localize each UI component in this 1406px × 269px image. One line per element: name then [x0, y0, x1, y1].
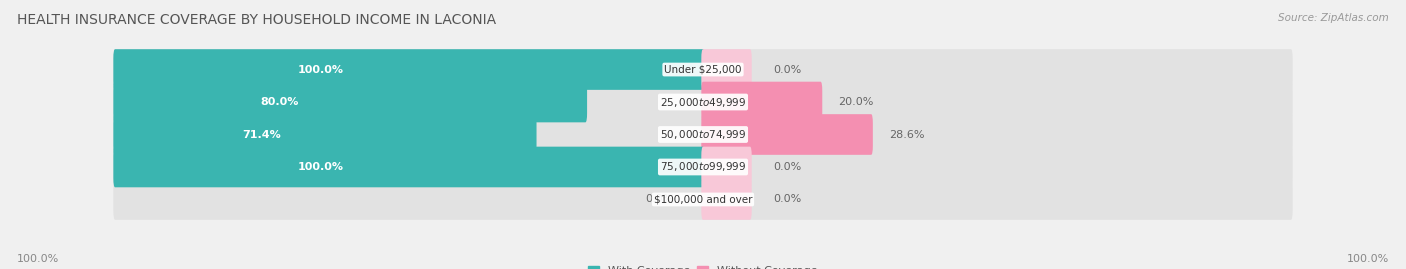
FancyBboxPatch shape [702, 49, 752, 90]
FancyBboxPatch shape [114, 114, 537, 155]
FancyBboxPatch shape [114, 147, 1292, 187]
Text: 0.0%: 0.0% [773, 65, 801, 75]
FancyBboxPatch shape [702, 179, 752, 220]
Text: Source: ZipAtlas.com: Source: ZipAtlas.com [1278, 13, 1389, 23]
Text: $100,000 and over: $100,000 and over [654, 194, 752, 204]
Text: 0.0%: 0.0% [773, 162, 801, 172]
Text: 20.0%: 20.0% [838, 97, 873, 107]
FancyBboxPatch shape [114, 147, 704, 187]
Text: Under $25,000: Under $25,000 [664, 65, 742, 75]
Text: $50,000 to $74,999: $50,000 to $74,999 [659, 128, 747, 141]
Text: 28.6%: 28.6% [889, 129, 924, 140]
FancyBboxPatch shape [114, 49, 1292, 90]
Text: 100.0%: 100.0% [298, 162, 344, 172]
FancyBboxPatch shape [114, 179, 1292, 220]
Text: $25,000 to $49,999: $25,000 to $49,999 [659, 95, 747, 108]
FancyBboxPatch shape [114, 114, 1292, 155]
Text: 71.4%: 71.4% [243, 129, 281, 140]
Text: 100.0%: 100.0% [1347, 254, 1389, 264]
Text: $75,000 to $99,999: $75,000 to $99,999 [659, 161, 747, 174]
Text: 100.0%: 100.0% [17, 254, 59, 264]
Text: 80.0%: 80.0% [260, 97, 299, 107]
Legend: With Coverage, Without Coverage: With Coverage, Without Coverage [583, 261, 823, 269]
Text: 0.0%: 0.0% [773, 194, 801, 204]
FancyBboxPatch shape [114, 82, 588, 122]
Text: 100.0%: 100.0% [298, 65, 344, 75]
FancyBboxPatch shape [114, 49, 704, 90]
FancyBboxPatch shape [702, 82, 823, 122]
FancyBboxPatch shape [114, 82, 1292, 122]
Text: 0.0%: 0.0% [645, 194, 673, 204]
FancyBboxPatch shape [702, 114, 873, 155]
Text: HEALTH INSURANCE COVERAGE BY HOUSEHOLD INCOME IN LACONIA: HEALTH INSURANCE COVERAGE BY HOUSEHOLD I… [17, 13, 496, 27]
FancyBboxPatch shape [702, 147, 752, 187]
